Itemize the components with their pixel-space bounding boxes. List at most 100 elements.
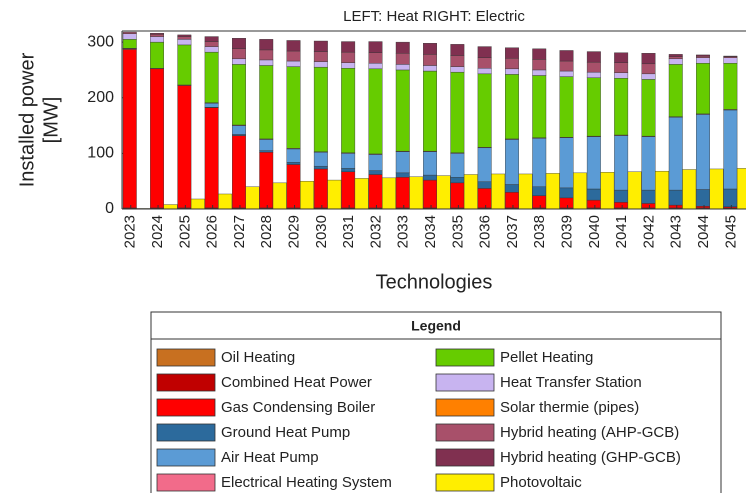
x-tick-label: 2038	[531, 215, 548, 248]
bar-segment	[204, 107, 219, 209]
bar-segment	[286, 148, 301, 163]
bar-segment	[614, 202, 629, 209]
x-tick-label: 2030	[313, 215, 330, 248]
bar-segment	[723, 63, 738, 110]
bar-segment	[122, 49, 137, 209]
bar-segment	[259, 39, 274, 51]
bar-segment	[286, 60, 301, 67]
bar-segment	[545, 173, 560, 210]
bar-segment	[477, 57, 492, 69]
bar-segment	[313, 66, 328, 152]
bar-segment	[668, 204, 683, 209]
bar-segment	[122, 33, 137, 40]
bar-segment	[450, 177, 465, 184]
bar-segment	[231, 64, 246, 126]
bar-segment	[341, 171, 356, 209]
bar-segment	[122, 39, 137, 49]
x-tick-label: 2045	[722, 215, 739, 248]
bar-segment	[341, 168, 356, 172]
x-tick-label: 2034	[422, 215, 439, 248]
bar-segment	[668, 117, 683, 191]
bar-segment	[395, 172, 410, 178]
legend-swatch	[156, 373, 216, 392]
bar-segment	[586, 51, 601, 63]
bar-segment	[723, 55, 738, 57]
legend-swatch	[156, 423, 216, 442]
legend-label: Heat Transfer Station	[500, 374, 642, 391]
bar-segment	[204, 41, 219, 47]
bar-segment	[532, 138, 547, 187]
bar-segment	[286, 66, 301, 149]
bar-segment	[505, 58, 519, 70]
bar-segment	[259, 59, 274, 66]
bar-segment	[723, 57, 738, 64]
bar-segment	[327, 179, 342, 210]
bar-segment	[204, 103, 219, 108]
legend-label: Hybrid heating (AHP-GCB)	[500, 424, 679, 441]
x-tick-label: 2024	[149, 215, 166, 248]
bar-segment	[218, 193, 233, 210]
legend-swatch	[156, 348, 216, 367]
legend-swatch	[435, 373, 495, 392]
bar-segment	[395, 41, 410, 54]
bar-segment	[477, 68, 492, 75]
bar-segment	[532, 48, 547, 60]
legend-swatch	[435, 473, 495, 492]
bar-segment	[586, 188, 601, 201]
bar-segment	[696, 114, 710, 190]
x-tick-label: 2042	[640, 215, 657, 248]
bar-segment	[505, 47, 519, 59]
bar-segment	[614, 189, 629, 203]
bar-segment	[450, 182, 465, 209]
bar-segment	[668, 64, 683, 117]
x-tick-label: 2027	[231, 215, 248, 248]
bar-segment	[641, 79, 656, 137]
y-tick-label: 0	[105, 200, 114, 217]
legend-label: Electrical Heating System	[221, 474, 392, 491]
bar-segment	[204, 46, 219, 53]
bar-segment	[696, 206, 710, 209]
bar-segment	[614, 135, 629, 191]
bar-segment	[477, 46, 492, 58]
bar-segment	[313, 165, 328, 170]
legend-swatch	[156, 448, 216, 467]
bar-segment	[395, 177, 410, 209]
bar-segment	[150, 34, 165, 37]
bar-segment	[423, 179, 437, 209]
bar-segment	[313, 61, 328, 68]
bar-segment	[532, 75, 547, 138]
bar-segment	[723, 109, 738, 190]
bar-segment	[668, 189, 683, 206]
bar-segment	[231, 38, 246, 50]
bar-segment	[341, 41, 356, 53]
x-tick-label: 2031	[340, 215, 357, 248]
y-axis-label: Installed power	[16, 52, 38, 187]
bar-segment	[682, 169, 697, 210]
bar-segment	[204, 36, 219, 42]
bar-segment	[286, 162, 301, 165]
x-tick-label: 2044	[695, 215, 712, 248]
bar-segment	[559, 60, 574, 72]
bar-segment	[231, 58, 246, 65]
x-tick-label: 2023	[122, 215, 139, 248]
bar-segment	[477, 73, 492, 148]
bar-segment	[341, 51, 356, 63]
bar-segment	[696, 189, 710, 207]
bar-segment	[368, 41, 383, 53]
x-tick-label: 2025	[176, 215, 193, 248]
bar-segment	[641, 203, 656, 209]
bar-segment	[641, 63, 656, 75]
bar-segment	[600, 172, 615, 210]
bar-segment	[505, 139, 519, 185]
legend-label: Pellet Heating	[500, 349, 593, 366]
bar-segment	[573, 172, 587, 210]
bar-segment	[586, 61, 601, 73]
bar-segment	[463, 174, 478, 210]
bar-segment	[559, 76, 574, 138]
bar-segment	[313, 168, 328, 209]
bar-segment	[532, 59, 547, 71]
legend-label: Photovoltaic	[500, 474, 582, 491]
x-tick-label: 2035	[449, 215, 466, 248]
bar-segment	[477, 147, 492, 182]
bar-segment	[395, 151, 410, 174]
